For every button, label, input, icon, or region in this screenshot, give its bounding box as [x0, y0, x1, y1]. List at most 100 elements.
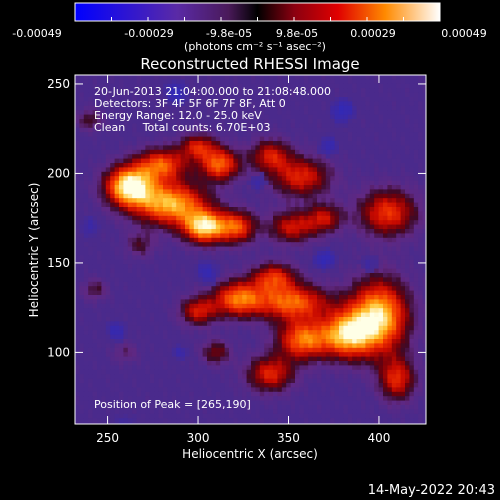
- heat-cell: [339, 343, 344, 349]
- heat-cell: [413, 92, 419, 98]
- heat-cell: [295, 229, 300, 234]
- heat-cell: [233, 220, 239, 225]
- heat-cell: [365, 114, 371, 120]
- heat-cell: [281, 242, 287, 247]
- heat-cell: [334, 233, 340, 239]
- heat-cell: [347, 105, 353, 111]
- heat-cell: [387, 233, 393, 239]
- heat-cell: [145, 185, 151, 190]
- heat-cell: [383, 97, 388, 102]
- heat-cell: [246, 259, 252, 265]
- heat-cell: [158, 163, 164, 168]
- heat-cell: [308, 290, 313, 296]
- heat-cell: [136, 246, 142, 252]
- heat-cell: [220, 97, 225, 102]
- heat-cell: [75, 97, 80, 102]
- heat-cell: [334, 176, 340, 181]
- heat-cell: [75, 202, 80, 208]
- heat-cell: [391, 158, 397, 164]
- heat-cell: [312, 193, 318, 199]
- heat-cell: [136, 281, 142, 287]
- heat-cell: [422, 308, 426, 313]
- heat-cell: [378, 75, 384, 80]
- heat-cell: [233, 317, 239, 322]
- heat-cell: [242, 273, 247, 278]
- heat-cell: [110, 255, 115, 261]
- heat-cell: [119, 202, 124, 208]
- heat-cell: [88, 114, 93, 120]
- heat-cell: [339, 251, 344, 256]
- heat-cell: [136, 224, 142, 230]
- heat-cell: [286, 83, 291, 89]
- heat-cell: [145, 321, 151, 327]
- heat-cell: [369, 290, 375, 296]
- heat-cell: [154, 136, 159, 142]
- heat-cell: [123, 79, 129, 85]
- heat-cell: [207, 193, 212, 199]
- heat-cell: [400, 136, 406, 142]
- heat-cell: [308, 312, 313, 318]
- heat-cell: [193, 220, 199, 225]
- heat-cell: [229, 325, 234, 331]
- heat-cell: [114, 136, 120, 142]
- heat-cell: [215, 277, 221, 283]
- heat-cell: [176, 343, 181, 349]
- heat-cell: [361, 339, 366, 344]
- heat-cell: [92, 224, 98, 230]
- heat-cell: [237, 312, 243, 318]
- heat-cell: [409, 180, 415, 186]
- heat-cell: [383, 237, 388, 243]
- heat-cell: [75, 189, 80, 195]
- heat-cell: [224, 264, 230, 269]
- heat-cell: [83, 259, 89, 265]
- heat-cell: [312, 334, 318, 340]
- heat-cell: [207, 334, 212, 340]
- heat-cell: [154, 339, 159, 344]
- heat-cell: [334, 145, 340, 151]
- heat-cell: [202, 83, 208, 89]
- heat-cell: [361, 237, 366, 243]
- heat-cell: [295, 246, 300, 252]
- heat-cell: [255, 299, 261, 305]
- heat-cell: [83, 277, 89, 283]
- heat-cell: [387, 330, 393, 335]
- heat-cell: [163, 110, 168, 115]
- heat-cell: [374, 114, 379, 120]
- heat-cell: [180, 180, 186, 186]
- heat-cell: [334, 136, 340, 142]
- heat-cell: [308, 215, 313, 221]
- heat-cell: [259, 75, 265, 80]
- heat-cell: [119, 317, 124, 322]
- heat-cell: [110, 334, 115, 340]
- heat-cell: [83, 101, 89, 107]
- heat-cell: [330, 242, 335, 247]
- heat-cell: [303, 119, 309, 124]
- heat-cell: [277, 325, 283, 331]
- heat-cell: [242, 268, 247, 274]
- heat-cell: [127, 123, 133, 129]
- heat-cell: [79, 110, 85, 115]
- heat-cell: [145, 277, 151, 283]
- heat-cell: [185, 123, 190, 129]
- heat-cell: [317, 132, 322, 137]
- heat-cell: [163, 193, 168, 199]
- heat-cell: [343, 233, 349, 239]
- heat-cell: [325, 163, 331, 168]
- heat-cell: [303, 149, 309, 155]
- heat-cell: [141, 189, 146, 195]
- heat-cell: [347, 145, 353, 151]
- heat-cell: [224, 295, 230, 300]
- heat-cell: [405, 132, 410, 137]
- heat-cell: [383, 339, 388, 344]
- heat-cell: [149, 114, 155, 120]
- heat-cell: [259, 224, 265, 230]
- heat-cell: [136, 119, 142, 124]
- heat-cell: [317, 303, 322, 309]
- heat-cell: [132, 97, 137, 102]
- heat-cell: [251, 299, 256, 305]
- heat-cell: [264, 246, 269, 252]
- heat-cell: [105, 215, 111, 221]
- heat-cell: [325, 127, 331, 133]
- heat-cell: [365, 158, 371, 164]
- heat-cell: [163, 224, 168, 230]
